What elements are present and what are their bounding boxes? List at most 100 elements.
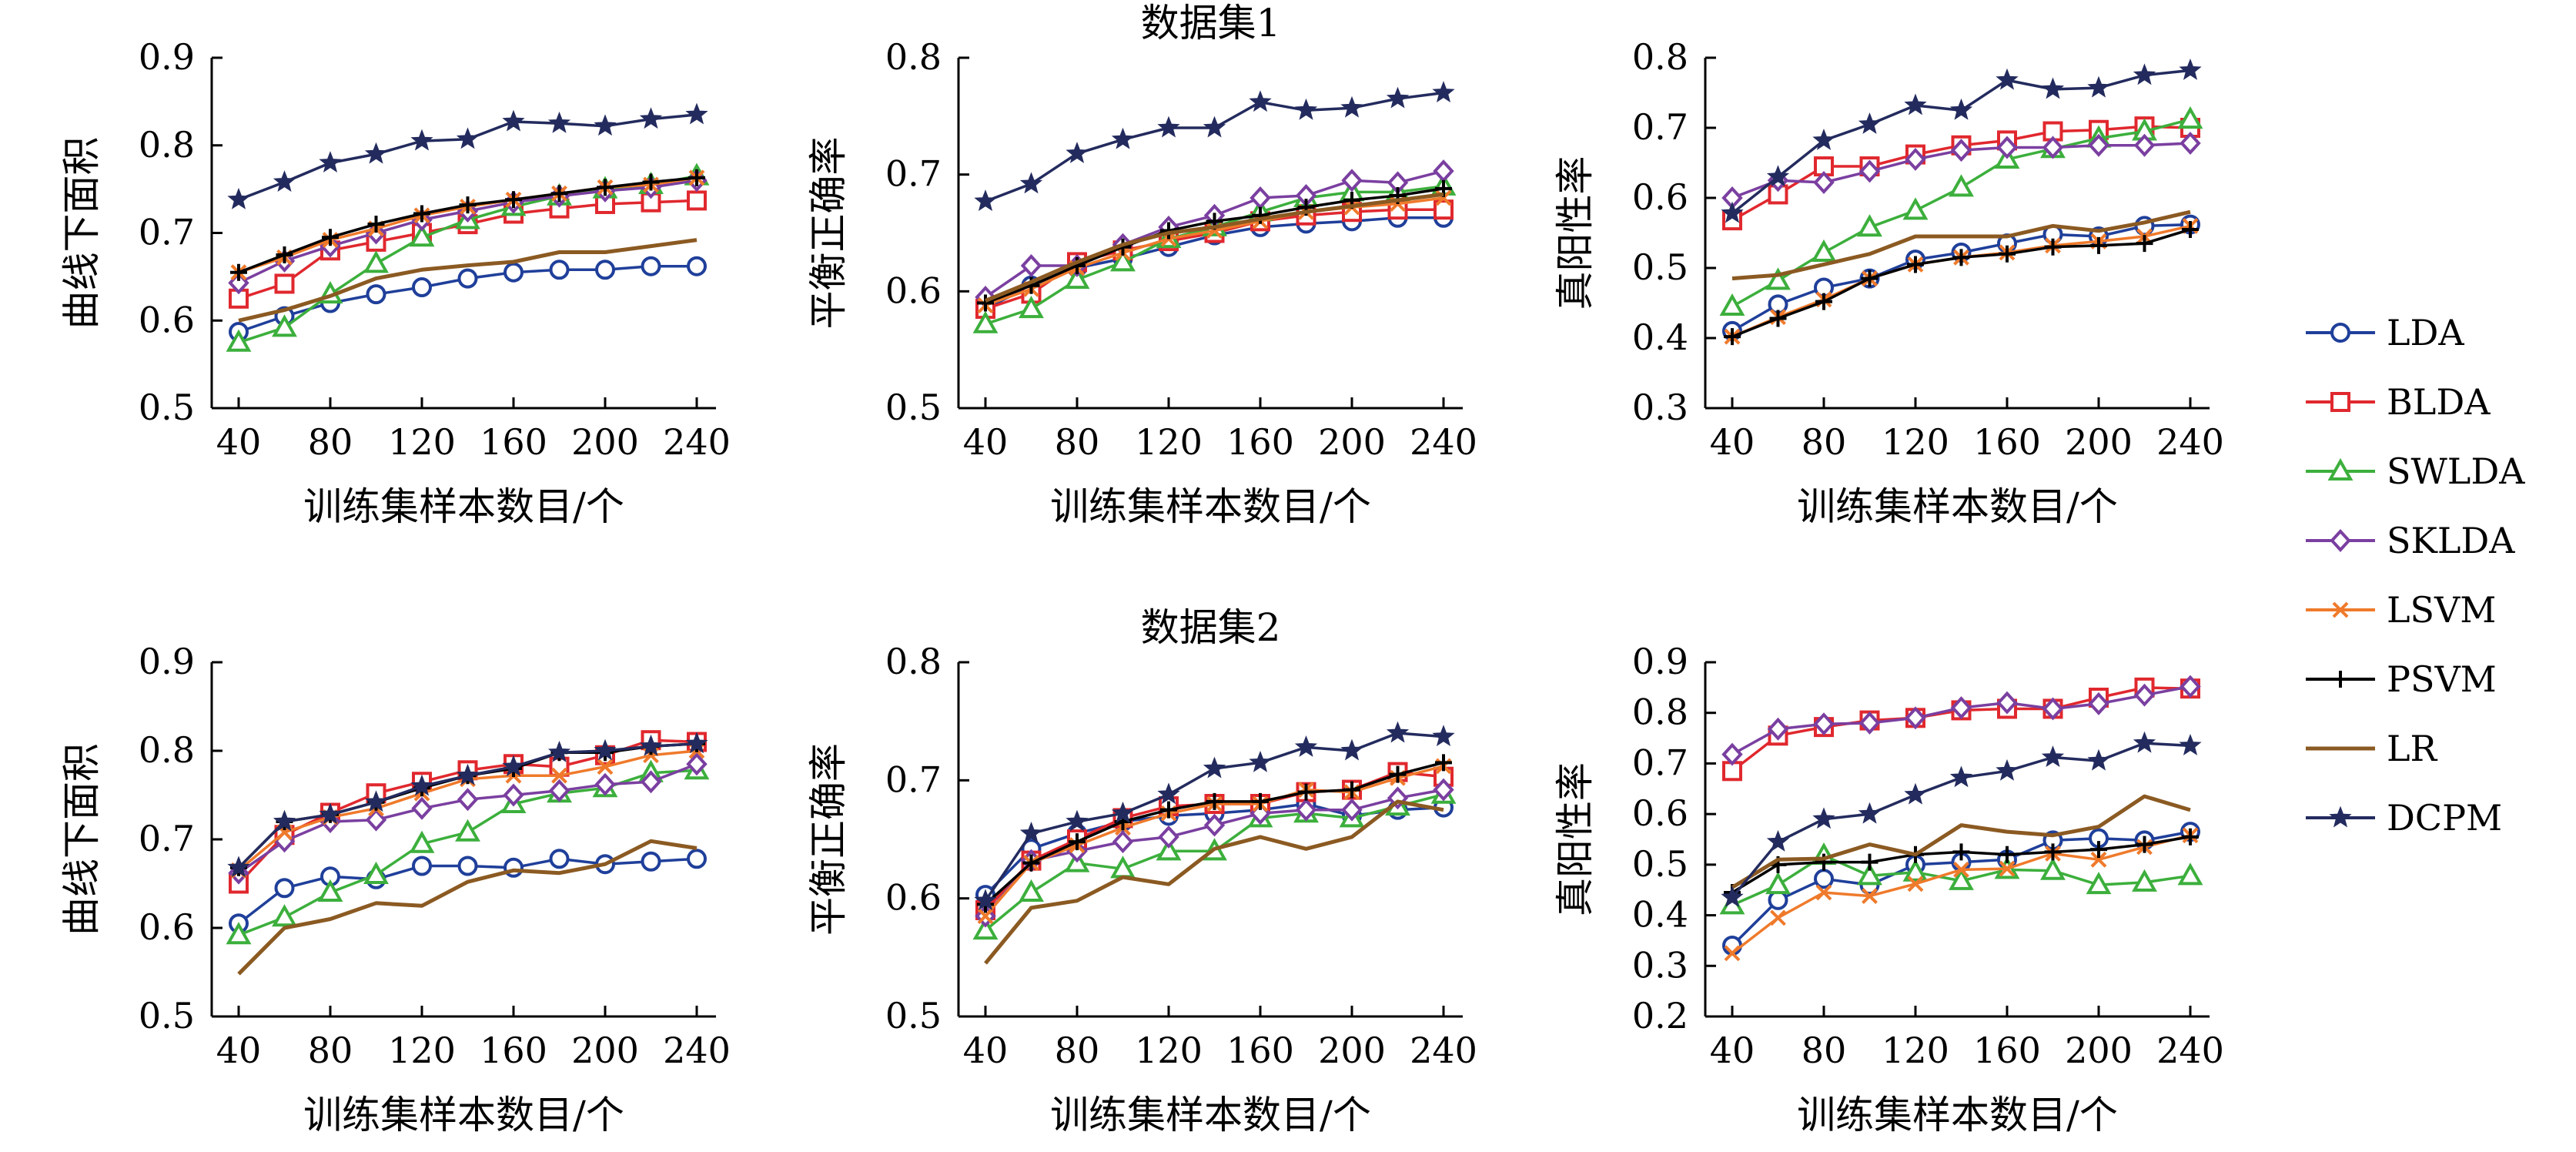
data-point (642, 173, 660, 191)
data-point (1206, 792, 1223, 810)
data-point (1857, 214, 1882, 237)
data-point (1769, 310, 1787, 327)
data-point (366, 284, 386, 305)
data-point (1811, 239, 1837, 262)
data-point (1022, 854, 1040, 872)
y-axis-label: 曲线下面积 (59, 137, 104, 330)
data-point (1952, 249, 1970, 266)
y-tick-label: 0.7 (1632, 106, 1688, 148)
data-point (317, 879, 343, 902)
data-point (412, 856, 432, 876)
legend-marker (2327, 457, 2354, 481)
data-point (1433, 778, 1454, 802)
data-point (2132, 869, 2157, 892)
data-point (1813, 171, 1835, 194)
x-tick-label: 160 (480, 1030, 547, 1071)
series-lr (985, 192, 1444, 303)
y-tick-label: 0.4 (1632, 894, 1688, 936)
x-tick-label: 80 (308, 1030, 353, 1071)
x-axis-label: 训练集样本数目/个 (303, 484, 624, 529)
data-point (594, 738, 617, 761)
y-tick-label: 0.8 (1632, 692, 1688, 733)
series-line (1731, 209, 2191, 281)
series-lr (1731, 794, 2191, 889)
data-point (364, 790, 388, 812)
series-swlda (226, 162, 710, 352)
series-blda (1722, 677, 2200, 782)
series-line (985, 91, 1444, 203)
series-psvm (230, 169, 705, 281)
data-point (594, 772, 616, 796)
y-tick-label: 0.8 (1632, 36, 1688, 78)
legend-label: DCPM (2387, 797, 2502, 839)
data-point (410, 129, 433, 151)
data-point (1949, 174, 1974, 197)
data-point (2182, 828, 2199, 846)
series-line (985, 192, 1444, 303)
chart-panel-4: 0.5 0.6 0.7 0.8 0.9 40 80 120 160 200 240 训练集样本数目/个… (59, 641, 731, 1137)
data-point (1432, 725, 1455, 747)
y-tick-label: 0.8 (885, 641, 942, 682)
data-point (1765, 872, 1791, 895)
data-point (1766, 829, 1790, 852)
data-point (363, 861, 389, 884)
data-point (365, 808, 387, 832)
x-tick-label: 200 (2065, 1030, 2133, 1071)
data-point (1724, 945, 1741, 962)
data-point (1020, 254, 1042, 277)
legend-label: LR (2387, 728, 2438, 769)
x-tick-label: 120 (1882, 1030, 1949, 1071)
legend-label: BLDA (2387, 381, 2491, 423)
series-lr (984, 799, 1444, 965)
data-point (974, 189, 997, 212)
series-swlda (972, 172, 1457, 333)
data-point (2041, 77, 2065, 99)
data-point (502, 755, 525, 777)
y-tick-label: 0.3 (1632, 387, 1688, 428)
data-point (1019, 821, 1043, 843)
x-tick-label: 160 (1973, 421, 2041, 463)
legend-marker (2329, 805, 2352, 828)
data-point (1999, 846, 2016, 863)
data-point (1996, 759, 2019, 781)
legend-label: SWLDA (2387, 450, 2525, 492)
data-point (1340, 738, 1363, 761)
data-point (457, 856, 478, 876)
y-tick-label: 0.3 (1632, 944, 1688, 986)
y-tick-label: 0.5 (1632, 246, 1688, 288)
data-point (226, 922, 252, 945)
data-point (1111, 127, 1135, 149)
x-tick-label: 40 (216, 421, 262, 463)
data-point (1768, 889, 1788, 910)
x-tick-label: 80 (1802, 421, 1847, 463)
data-point (273, 170, 296, 192)
y-tick-label: 0.6 (139, 906, 195, 948)
data-point (1861, 270, 1878, 287)
data-point (1252, 792, 1269, 810)
legend-label: SKLDA (2387, 520, 2515, 561)
data-point (2044, 238, 2062, 256)
data-point (227, 856, 250, 878)
data-point (688, 169, 705, 186)
x-tick-label: 40 (1710, 1030, 1755, 1071)
legend-label: LSVM (2387, 589, 2496, 631)
legend-marker (2330, 392, 2350, 412)
x-tick-label: 240 (663, 1030, 731, 1071)
y-tick-label: 0.8 (139, 124, 195, 166)
series-dcpm (974, 81, 1455, 212)
data-point (1949, 867, 1974, 890)
y-axis-label: 真阳性率 (1553, 762, 1597, 916)
data-point (1019, 296, 1044, 319)
data-point (457, 788, 479, 812)
data-point (1389, 765, 1407, 783)
data-point (274, 878, 295, 899)
data-point (597, 759, 614, 775)
x-tick-label: 240 (2156, 1030, 2224, 1071)
legend-label: PSVM (2387, 658, 2497, 700)
series-lda (229, 849, 707, 934)
data-point (276, 246, 293, 263)
data-point (547, 111, 571, 133)
data-point (1815, 853, 1832, 871)
data-point (367, 216, 385, 233)
data-point (974, 889, 997, 911)
